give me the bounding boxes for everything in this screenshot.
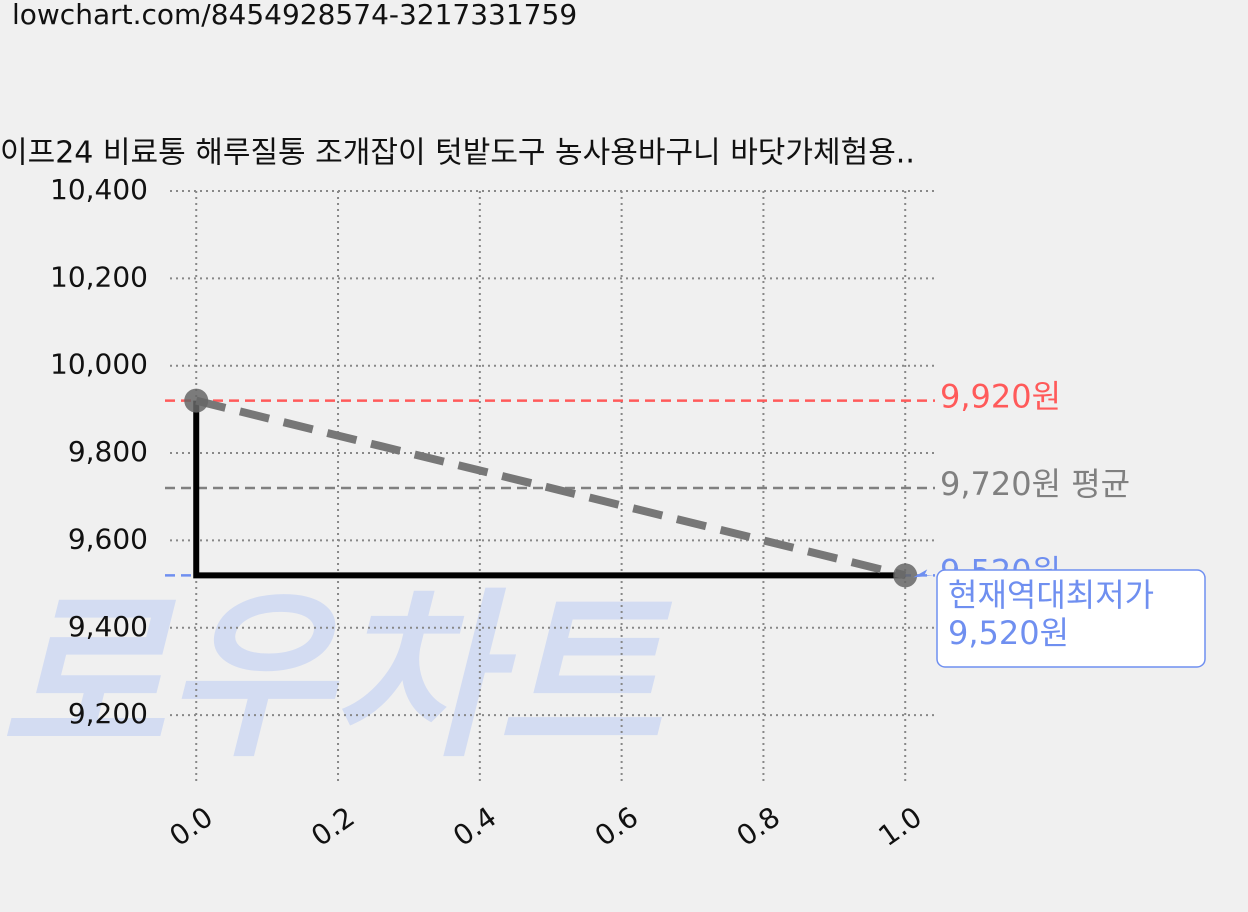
x-tick-label: 1.0 bbox=[872, 800, 927, 853]
url: lowchart.com/8454928574-3217331759 bbox=[12, 0, 577, 31]
y-tick-label: 10,200 bbox=[50, 260, 148, 293]
point-marker bbox=[893, 563, 918, 588]
x-tick-label: 0.0 bbox=[163, 800, 218, 853]
x-tick-label: 0.2 bbox=[305, 800, 360, 853]
chart-title: 이프24 비료통 해루질통 조개잡이 텃밭도구 농사용바구니 바닷가체험용.. bbox=[0, 136, 915, 171]
watermark: 로우차트 bbox=[0, 573, 673, 782]
y-tick-label: 9,600 bbox=[68, 522, 148, 555]
reference-label: 9,920원 bbox=[940, 378, 1061, 416]
series-line bbox=[195, 396, 907, 580]
point-marker bbox=[184, 388, 209, 413]
y-tick-label: 10,000 bbox=[50, 348, 148, 381]
y-tick-label: 9,200 bbox=[68, 697, 148, 730]
x-tick-label: 0.4 bbox=[447, 800, 502, 853]
annotation-box bbox=[936, 569, 1206, 668]
reference-label: 9,720원 평균 bbox=[940, 465, 1130, 503]
annotation-text: 현재역대최저가 bbox=[948, 576, 1154, 614]
annotation-text: 9,520원 bbox=[948, 614, 1069, 652]
x-tick-label: 0.6 bbox=[589, 800, 644, 853]
y-tick-label: 10,400 bbox=[50, 173, 148, 206]
x-tick-label: 0.8 bbox=[731, 800, 786, 853]
y-tick-label: 9,800 bbox=[68, 435, 148, 468]
annotation-arrow bbox=[913, 569, 935, 578]
series-line bbox=[193, 400, 906, 579]
y-tick-label: 9,400 bbox=[68, 610, 148, 643]
